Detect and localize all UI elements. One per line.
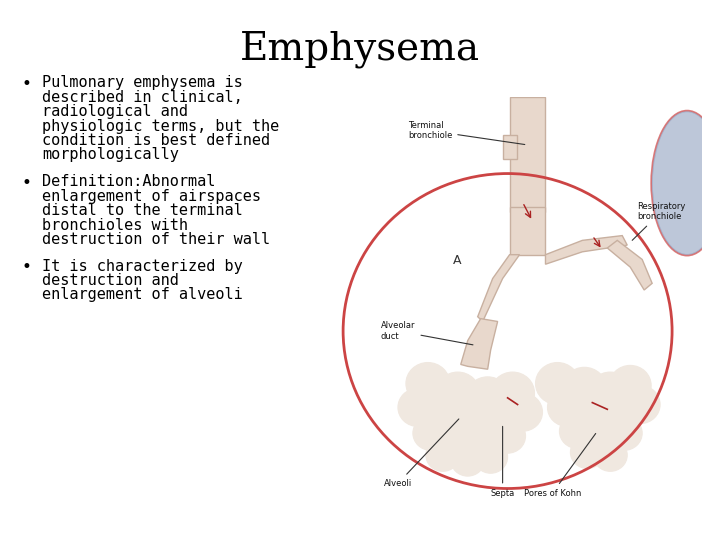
Circle shape: [503, 393, 542, 431]
Text: •: •: [22, 259, 32, 276]
Text: Terminal
bronchiole: Terminal bronchiole: [408, 121, 525, 145]
Circle shape: [474, 441, 508, 473]
Text: morphologically: morphologically: [42, 147, 179, 163]
Circle shape: [593, 439, 627, 471]
Circle shape: [490, 372, 534, 414]
Ellipse shape: [652, 112, 720, 255]
Circle shape: [536, 362, 580, 404]
Circle shape: [570, 436, 604, 469]
Circle shape: [562, 367, 606, 409]
Text: Definition:Abnormal: Definition:Abnormal: [42, 174, 215, 189]
Text: distal to the terminal: distal to the terminal: [42, 203, 243, 218]
Circle shape: [466, 377, 510, 419]
Circle shape: [606, 416, 642, 450]
PathPatch shape: [461, 319, 498, 369]
Circle shape: [559, 414, 595, 448]
Text: Septa: Septa: [490, 427, 515, 497]
Circle shape: [398, 388, 438, 427]
Text: •: •: [22, 75, 32, 93]
PathPatch shape: [510, 207, 546, 255]
Circle shape: [426, 439, 460, 471]
Circle shape: [436, 372, 480, 414]
Text: bronchioles with: bronchioles with: [42, 218, 188, 233]
Text: Alveolar
duct: Alveolar duct: [381, 321, 473, 345]
Text: enlargement of airspaces: enlargement of airspaces: [42, 188, 261, 204]
Text: Respiratory
bronchiole: Respiratory bronchiole: [632, 202, 685, 240]
Circle shape: [620, 386, 660, 423]
Text: destruction of their wall: destruction of their wall: [42, 232, 270, 247]
PathPatch shape: [503, 136, 516, 159]
PathPatch shape: [477, 255, 520, 321]
Text: destruction and: destruction and: [42, 273, 179, 288]
Text: physiologic terms, but the: physiologic terms, but the: [42, 118, 279, 133]
Text: enlargement of alveoli: enlargement of alveoli: [42, 287, 243, 302]
Circle shape: [464, 422, 500, 456]
PathPatch shape: [607, 240, 652, 290]
Circle shape: [588, 372, 632, 414]
Circle shape: [423, 395, 463, 433]
Text: Pulmonary emphysema is: Pulmonary emphysema is: [42, 75, 243, 90]
Circle shape: [598, 393, 637, 431]
Circle shape: [477, 398, 518, 436]
Text: It is characterized by: It is characterized by: [42, 259, 243, 273]
Circle shape: [490, 419, 526, 453]
Text: condition is best defined: condition is best defined: [42, 133, 270, 148]
Text: described in clinical,: described in clinical,: [42, 90, 243, 105]
PathPatch shape: [510, 97, 546, 212]
Text: •: •: [22, 174, 32, 192]
Text: Alveoli: Alveoli: [384, 419, 459, 488]
Text: A: A: [453, 254, 462, 267]
Circle shape: [547, 388, 588, 427]
Text: Pores of Kohn: Pores of Kohn: [523, 434, 595, 497]
Circle shape: [451, 401, 490, 439]
PathPatch shape: [546, 235, 627, 264]
Circle shape: [609, 366, 651, 406]
Circle shape: [413, 416, 449, 450]
Circle shape: [406, 362, 450, 404]
Circle shape: [572, 395, 612, 433]
Circle shape: [440, 423, 476, 458]
Text: Emphysema: Emphysema: [240, 30, 480, 68]
Text: radiological and: radiological and: [42, 104, 188, 119]
Circle shape: [451, 444, 485, 476]
Circle shape: [585, 419, 620, 453]
